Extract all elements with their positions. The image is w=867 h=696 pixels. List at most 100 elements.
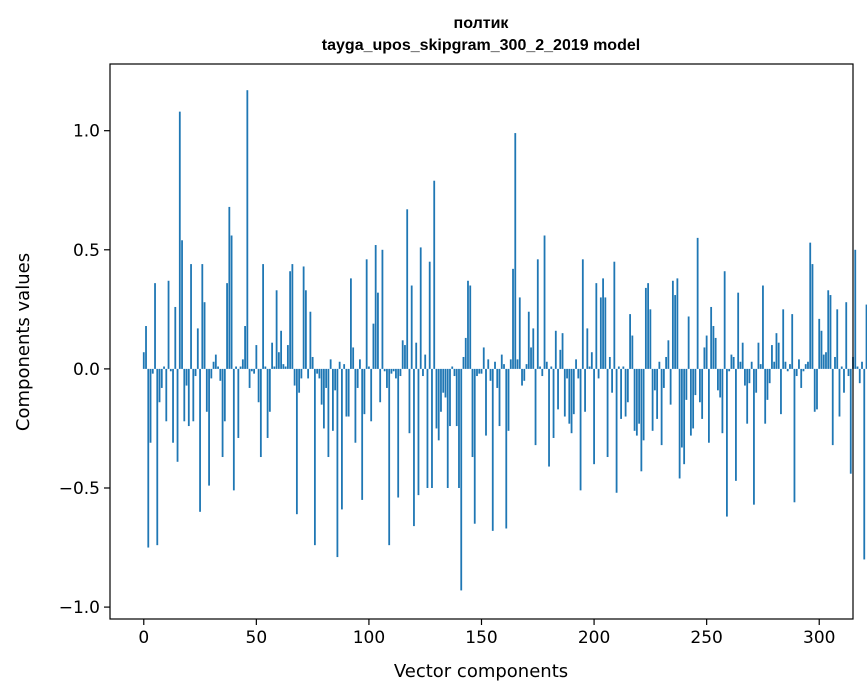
bar [289, 271, 292, 369]
bar [467, 280, 469, 369]
bar [638, 368, 641, 424]
bar [262, 264, 264, 369]
bar [626, 368, 629, 403]
bar [280, 330, 283, 369]
bar [588, 366, 591, 369]
bar [732, 356, 735, 369]
y-axis-ticks: −1.0 −0.5 0.0 0.5 1.0 [59, 122, 110, 618]
bar [649, 309, 652, 369]
bar [149, 368, 152, 443]
x-axis-label: Vector components [394, 661, 568, 682]
bar [250, 368, 253, 372]
bar [359, 359, 361, 369]
bar [397, 368, 400, 498]
bar [642, 368, 645, 441]
bar [755, 368, 758, 393]
bar [196, 328, 199, 369]
bar [726, 368, 728, 517]
bar [762, 285, 764, 369]
bar [696, 237, 699, 369]
bar [674, 295, 677, 369]
bar [271, 342, 274, 369]
bar [692, 368, 695, 429]
x-tick-label: 200 [578, 628, 610, 648]
bar [160, 368, 163, 388]
bar [174, 306, 177, 369]
bar [478, 368, 481, 374]
bar [482, 347, 485, 369]
bar [158, 368, 161, 403]
bar [656, 368, 659, 419]
bar [142, 352, 145, 369]
bar [861, 361, 863, 369]
y-tick-label: −0.5 [59, 479, 100, 499]
bar [327, 368, 330, 458]
bar [570, 368, 573, 434]
bar [590, 352, 593, 369]
bar [723, 271, 726, 369]
bar [849, 368, 852, 474]
bar [804, 364, 807, 369]
bar [181, 240, 183, 369]
bar [494, 361, 496, 369]
plot-frame [109, 63, 854, 620]
bar [527, 311, 530, 369]
bar [437, 368, 440, 441]
bar [507, 368, 510, 431]
bar [399, 368, 402, 377]
bar [199, 368, 201, 512]
bar [277, 352, 280, 369]
bar [469, 285, 472, 369]
chart-subtitle: tayga_upos_skipgram_300_2_2019 model [322, 37, 640, 54]
x-axis-ticks: 0 50 100 150 200 250 300 [138, 619, 835, 648]
bar [764, 368, 767, 424]
bar [295, 368, 298, 515]
bar [424, 354, 427, 369]
bar [593, 368, 595, 465]
bar [404, 345, 406, 369]
bar [228, 206, 231, 369]
bar [780, 368, 782, 415]
bar [413, 368, 415, 527]
bar [347, 368, 350, 417]
bar [313, 368, 316, 546]
bar [735, 368, 737, 481]
bar [532, 328, 535, 369]
bar [343, 364, 346, 369]
bar [435, 368, 438, 429]
bar [462, 356, 465, 369]
bar [291, 264, 294, 369]
bar [316, 368, 319, 374]
bar [701, 368, 704, 419]
bar [631, 335, 634, 369]
bar [728, 368, 731, 372]
bar [838, 368, 841, 417]
bar [557, 368, 559, 410]
bar [381, 249, 384, 369]
bar [536, 259, 539, 369]
y-tick-label: 0.5 [73, 241, 100, 261]
bar [406, 209, 409, 369]
bar [602, 278, 604, 369]
bar [820, 330, 823, 369]
bar [615, 368, 618, 493]
bar [509, 359, 512, 369]
bar [485, 368, 487, 436]
bar [415, 342, 418, 369]
bar [854, 249, 857, 369]
bar [440, 368, 442, 412]
chart-title: полтик [454, 15, 510, 32]
bar [548, 368, 550, 467]
bar [221, 368, 224, 458]
bar [789, 364, 791, 369]
bar [662, 368, 665, 388]
bar [800, 368, 803, 388]
bar [167, 280, 170, 369]
bar [543, 235, 546, 369]
bar [552, 368, 555, 438]
bar [491, 368, 494, 531]
bar [831, 368, 834, 446]
bar [818, 318, 821, 369]
bar [865, 304, 867, 369]
bar [856, 366, 859, 369]
